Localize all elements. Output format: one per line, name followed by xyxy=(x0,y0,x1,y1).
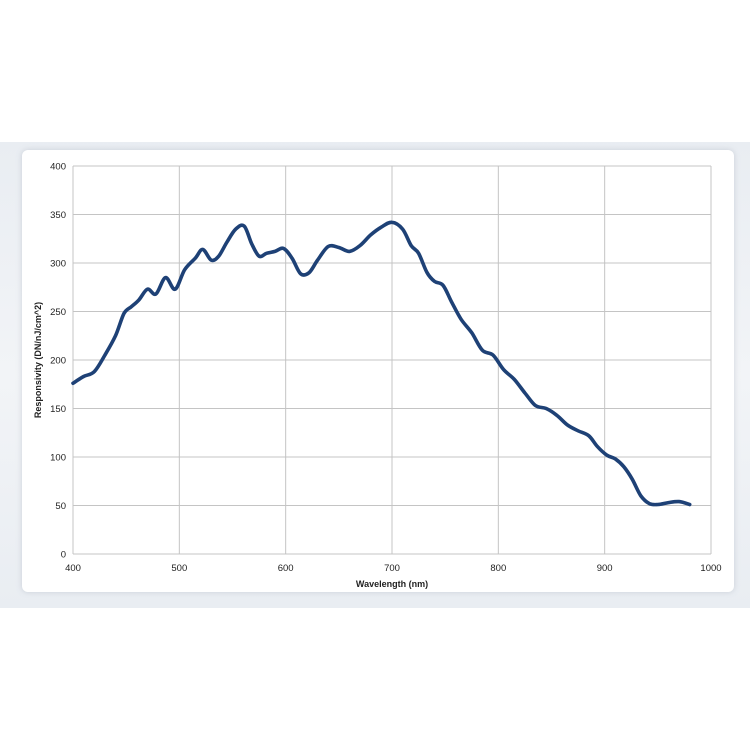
y-tick-label-300: 300 xyxy=(50,259,66,270)
y-tick-label-250: 250 xyxy=(50,307,66,318)
chart-card xyxy=(22,150,734,592)
y-tick-label-0: 0 xyxy=(61,550,66,561)
y-tick-label-50: 50 xyxy=(55,501,66,512)
responsivity-series-line xyxy=(71,220,692,507)
y-tick-label-150: 150 xyxy=(50,404,66,415)
y-tick-labels: 0 50 100 150 200 250 300 350 400 xyxy=(50,162,66,561)
x-axis-title: Wavelength (nm) xyxy=(356,579,428,589)
y-tick-label-200: 200 xyxy=(50,356,66,367)
x-tick-labels: 400 500 600 700 800 900 1000 xyxy=(65,563,722,574)
y-axis-title: Responsivity (DN/nJ/cm^2) xyxy=(33,302,43,418)
x-tick-label-800: 800 xyxy=(490,563,506,574)
x-tick-label-1000: 1000 xyxy=(700,563,721,574)
y-tick-label-400: 400 xyxy=(50,162,66,173)
x-tick-label-500: 500 xyxy=(171,563,187,574)
x-tick-label-400: 400 xyxy=(65,563,81,574)
x-tick-label-700: 700 xyxy=(384,563,400,574)
x-tick-label-600: 600 xyxy=(278,563,294,574)
grid-lines xyxy=(72,165,712,555)
x-tick-label-900: 900 xyxy=(597,563,613,574)
y-tick-label-100: 100 xyxy=(50,453,66,464)
y-tick-label-350: 350 xyxy=(50,210,66,221)
